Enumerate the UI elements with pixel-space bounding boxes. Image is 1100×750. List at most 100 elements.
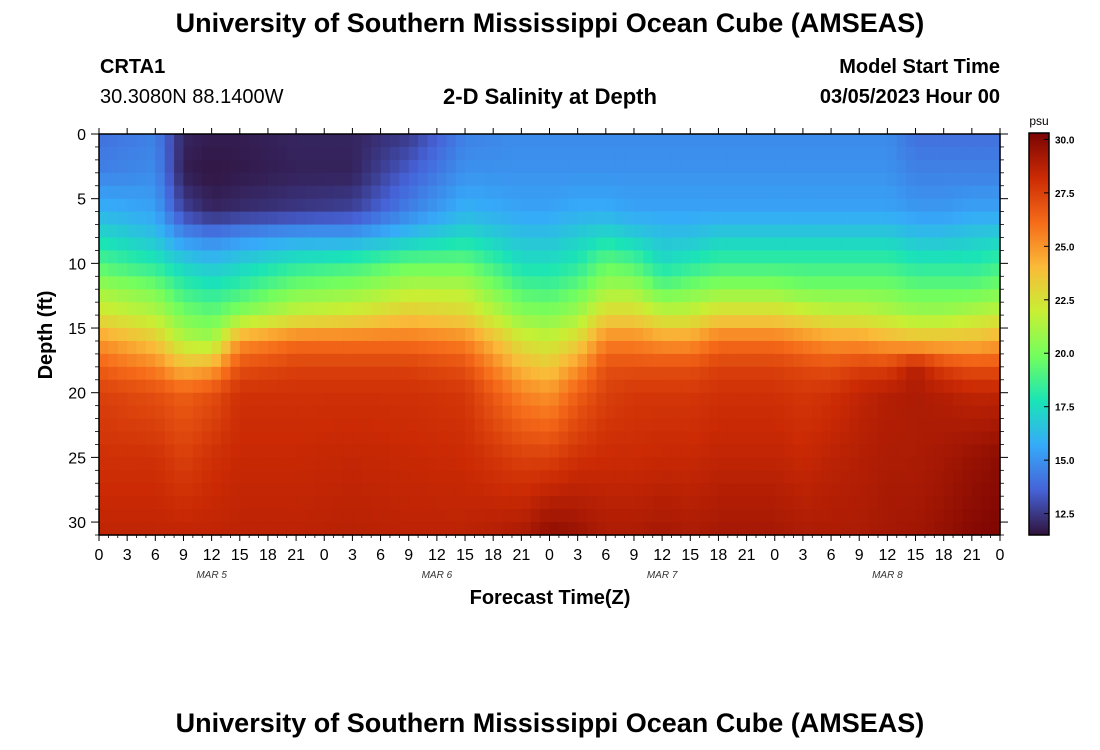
heatmap-cell	[418, 392, 429, 407]
heatmap-cell	[868, 470, 879, 484]
heatmap-cell	[774, 302, 785, 316]
heatmap-cell	[258, 405, 269, 420]
heatmap-cell	[155, 405, 166, 420]
heatmap-cell	[192, 289, 203, 303]
heatmap-cell	[474, 431, 485, 446]
heatmap-cell	[755, 250, 766, 264]
heatmap-cell	[427, 134, 438, 148]
heatmap-cell	[239, 224, 250, 239]
heatmap-cell	[474, 237, 485, 252]
heatmap-cell	[239, 392, 250, 407]
heatmap-cell	[915, 302, 926, 316]
heatmap-cell	[211, 146, 222, 161]
heatmap-cell	[418, 340, 429, 355]
heatmap-cell	[192, 250, 203, 264]
heatmap-cell	[652, 185, 663, 200]
heatmap-cell	[314, 302, 325, 316]
heatmap-cell	[671, 198, 682, 213]
heatmap-cell	[493, 198, 504, 213]
x-tick-label: 21	[512, 547, 530, 564]
heatmap-cell	[418, 315, 429, 329]
heatmap-cell	[389, 483, 400, 497]
heatmap-cell	[521, 250, 532, 264]
heatmap-cell	[333, 353, 344, 368]
heatmap-cell	[427, 263, 438, 277]
heatmap-cell	[389, 470, 400, 484]
heatmap-cell	[446, 509, 457, 523]
heatmap-cell	[802, 509, 813, 523]
heatmap-cell	[718, 250, 729, 264]
heatmap-cell	[755, 289, 766, 303]
heatmap-cell	[277, 276, 288, 290]
heatmap-cell	[267, 444, 278, 458]
heatmap-cell	[755, 185, 766, 200]
heatmap-cell	[737, 431, 748, 446]
heatmap-cell	[399, 185, 410, 200]
heatmap-cell	[934, 431, 945, 446]
heatmap-cell	[418, 263, 429, 277]
heatmap-cell	[859, 405, 870, 420]
heatmap-cell	[915, 418, 926, 433]
heatmap-cell	[699, 392, 710, 407]
heatmap-cell	[859, 185, 870, 200]
heatmap-cell	[305, 134, 316, 148]
heatmap-cell	[267, 483, 278, 497]
heatmap-cell	[333, 172, 344, 187]
heatmap-cell	[971, 470, 982, 484]
heatmap-cell	[953, 483, 964, 497]
heatmap-cell	[136, 159, 147, 174]
heatmap-cell	[793, 302, 804, 316]
heatmap-cell	[821, 418, 832, 433]
heatmap-cell	[605, 366, 616, 381]
heatmap-cell	[727, 470, 738, 484]
heatmap-cell	[418, 379, 429, 394]
heatmap-cell	[699, 444, 710, 458]
x-tick-label: 3	[348, 547, 357, 564]
heatmap-cell	[906, 470, 917, 484]
heatmap-cell	[680, 470, 691, 484]
heatmap-cell	[174, 276, 185, 290]
heatmap-cell	[887, 315, 898, 329]
heatmap-cell	[906, 172, 917, 187]
heatmap-cell	[352, 366, 363, 381]
heatmap-cell	[643, 211, 654, 226]
heatmap-cell	[511, 289, 522, 303]
heatmap-cell	[690, 237, 701, 252]
heatmap-cell	[568, 185, 579, 200]
heatmap-cell	[361, 198, 372, 213]
heatmap-cell	[249, 496, 260, 510]
heatmap-cell	[793, 134, 804, 148]
heatmap-cell	[483, 224, 494, 239]
heatmap-cell	[587, 185, 598, 200]
heatmap-cell	[934, 315, 945, 329]
heatmap-cell	[155, 457, 166, 471]
heatmap-cell	[427, 250, 438, 264]
heatmap-cell	[877, 302, 888, 316]
heatmap-cell	[981, 328, 992, 342]
heatmap-cell	[183, 172, 194, 187]
heatmap-cell	[596, 457, 607, 471]
heatmap-cell	[812, 159, 823, 174]
heatmap-cell	[211, 457, 222, 471]
heatmap-cell	[371, 444, 382, 458]
heatmap-cell	[446, 146, 457, 161]
heatmap-cell	[305, 379, 316, 394]
heatmap-cell	[183, 483, 194, 497]
heatmap-cell	[840, 392, 851, 407]
heatmap-cell	[483, 198, 494, 213]
colorbar-tick-label: 20.0	[1055, 349, 1075, 360]
heatmap-cell	[615, 483, 626, 497]
heatmap-cell	[267, 134, 278, 148]
heatmap-cell	[859, 276, 870, 290]
heatmap-cell	[868, 418, 879, 433]
heatmap-cell	[380, 457, 391, 471]
heatmap-cell	[633, 146, 644, 161]
heatmap-cell	[793, 470, 804, 484]
heatmap-cell	[849, 302, 860, 316]
heatmap-cell	[953, 250, 964, 264]
heatmap-cell	[671, 263, 682, 277]
heatmap-cell	[502, 134, 513, 148]
heatmap-cell	[774, 340, 785, 355]
heatmap-cell	[727, 509, 738, 523]
heatmap-cell	[840, 444, 851, 458]
